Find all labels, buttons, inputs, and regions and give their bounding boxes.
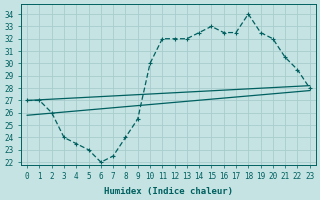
X-axis label: Humidex (Indice chaleur): Humidex (Indice chaleur) bbox=[104, 187, 233, 196]
